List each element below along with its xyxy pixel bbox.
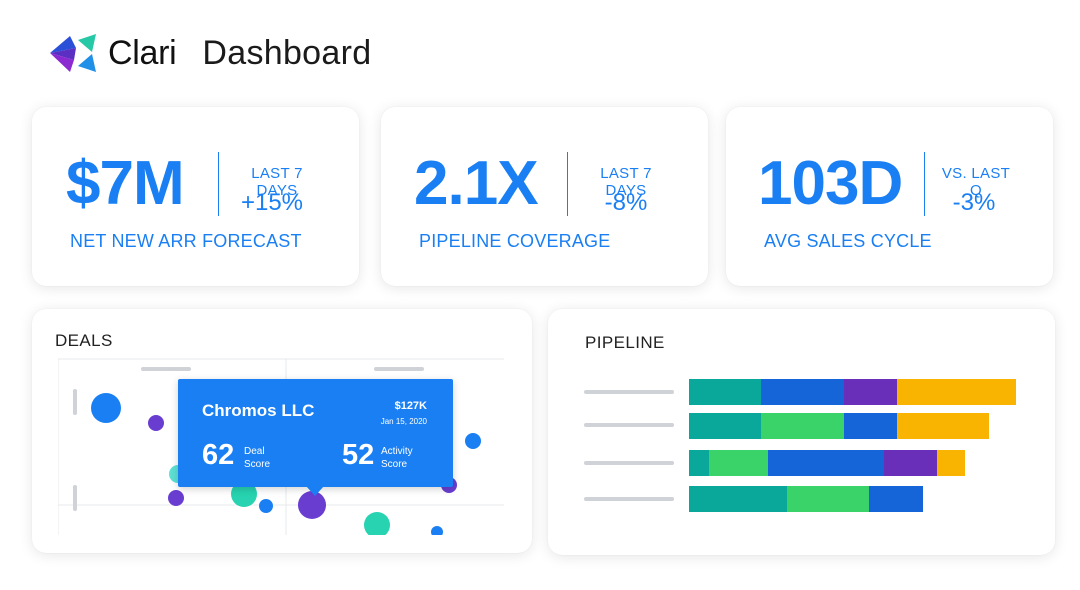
- tooltip-deal-score: 62: [202, 439, 235, 471]
- header: Clari Dashboard: [48, 30, 371, 76]
- label-line: Activity: [381, 446, 413, 457]
- pipeline-row-label-placeholder: [584, 423, 674, 427]
- column-header-placeholder: [141, 367, 191, 371]
- pipeline-segment-yellow[interactable]: [897, 379, 1016, 405]
- kpi-label: NET NEW ARR FORECAST: [70, 231, 302, 251]
- kpi-label: AVG SALES CYCLE: [764, 231, 932, 251]
- label-line: Deal: [244, 446, 265, 457]
- tooltip-deal-score-label: Deal Score: [244, 445, 270, 471]
- kpi-period: VS. LAST Q: [941, 165, 1011, 199]
- clari-logo-icon: [50, 34, 96, 72]
- pipeline-segment-purple[interactable]: [884, 450, 937, 476]
- pipeline-row-label-placeholder: [584, 461, 674, 465]
- kpi-divider: [567, 152, 568, 216]
- page-title: Dashboard: [202, 33, 372, 72]
- pipeline-segment-teal[interactable]: [689, 379, 761, 405]
- kpi-delta: -3%: [952, 189, 996, 216]
- deal-bubble: [364, 512, 390, 535]
- deal-bubble: [231, 481, 257, 507]
- pipeline-row-label-placeholder: [584, 390, 674, 394]
- tooltip-pointer: [306, 486, 324, 496]
- kpi-value: $7M: [66, 149, 185, 218]
- pipeline-segment-blue[interactable]: [768, 450, 884, 476]
- tooltip-amount: $127K: [394, 400, 427, 412]
- kpi-label: PIPELINE COVERAGE: [419, 231, 611, 251]
- pipeline-bar-row[interactable]: [689, 486, 923, 512]
- kpi-card-pipeline-coverage[interactable]: 2.1X LAST 7 DAYS -8% PIPELINE COVERAGE: [381, 107, 708, 286]
- pipeline-segment-blue[interactable]: [844, 413, 897, 439]
- kpi-card-arr-forecast[interactable]: $7M LAST 7 DAYS +15% NET NEW ARR FORECAS…: [32, 107, 359, 286]
- deal-bubble: [148, 415, 164, 431]
- deal-bubble: [168, 490, 184, 506]
- pipeline-segment-teal[interactable]: [689, 413, 761, 439]
- kpi-delta: -8%: [604, 189, 648, 216]
- pipeline-row-label-placeholder: [584, 497, 674, 501]
- kpi-value: 103D: [758, 149, 903, 218]
- column-header-placeholder: [374, 367, 424, 371]
- pipeline-segment-teal[interactable]: [689, 486, 787, 512]
- pipeline-segment-blue[interactable]: [761, 379, 844, 405]
- kpi-divider: [218, 152, 219, 216]
- kpi-delta: +15%: [240, 189, 304, 216]
- kpi-card-avg-sales-cycle[interactable]: 103D VS. LAST Q -3% AVG SALES CYCLE: [726, 107, 1053, 286]
- deal-bubble: [91, 393, 121, 423]
- deal-tooltip: Chromos LLC $127K Jan 15, 2020 62 Deal S…: [178, 379, 453, 496]
- deals-title: DEALS: [55, 331, 113, 350]
- row-header-placeholder: [73, 485, 77, 511]
- pipeline-segment-purple[interactable]: [844, 379, 897, 405]
- tooltip-activity-score: 52: [342, 439, 375, 471]
- deal-bubble: [298, 491, 326, 519]
- kpi-value: 2.1X: [414, 149, 539, 218]
- pipeline-segment-green[interactable]: [709, 450, 768, 476]
- pipeline-bar-row[interactable]: [689, 379, 1016, 405]
- kpi-period: LAST 7 DAYS: [251, 165, 303, 199]
- brand-name: Clari: [108, 33, 177, 72]
- label-line: Score: [244, 459, 271, 470]
- pipeline-segment-blue[interactable]: [869, 486, 923, 512]
- tooltip-company: Chromos LLC: [202, 401, 315, 420]
- pipeline-card: PIPELINE: [548, 309, 1055, 555]
- row-header-placeholder: [73, 389, 77, 415]
- pipeline-segment-green[interactable]: [787, 486, 869, 512]
- pipeline-bar-row[interactable]: [689, 413, 989, 439]
- kpi-divider: [924, 152, 925, 216]
- pipeline-title: PIPELINE: [585, 333, 665, 352]
- pipeline-segment-green[interactable]: [761, 413, 844, 439]
- deal-bubble: [465, 433, 481, 449]
- pipeline-segment-teal[interactable]: [689, 450, 709, 476]
- tooltip-activity-score-label: Activity Score: [381, 445, 413, 471]
- kpi-period: LAST 7 DAYS: [600, 165, 652, 199]
- deal-bubble: [259, 499, 273, 513]
- pipeline-segment-yellow[interactable]: [897, 413, 989, 439]
- pipeline-bar-row[interactable]: [689, 450, 965, 476]
- tooltip-date: Jan 15, 2020: [380, 417, 427, 426]
- label-line: Score: [381, 459, 408, 470]
- pipeline-segment-yellow[interactable]: [937, 450, 965, 476]
- deal-bubble: [431, 526, 443, 535]
